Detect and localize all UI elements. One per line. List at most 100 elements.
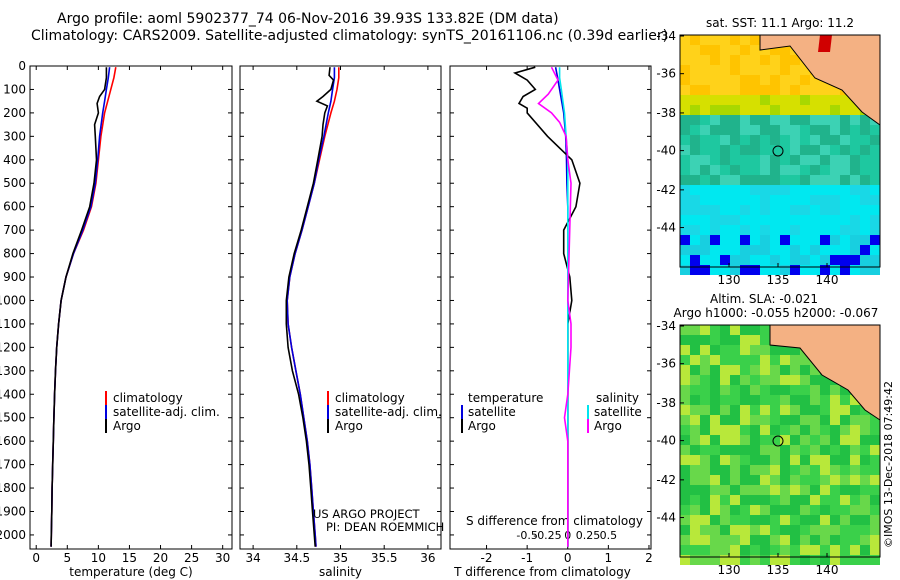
map-cell <box>800 455 810 465</box>
map-cell <box>760 165 770 175</box>
map-cell <box>680 335 690 345</box>
map-cell <box>680 325 690 335</box>
map-cell <box>690 485 700 495</box>
map-cell <box>800 435 810 445</box>
map-cell <box>800 395 810 405</box>
map-cell <box>810 505 820 515</box>
map-cell <box>790 415 800 425</box>
map-cell <box>860 485 870 495</box>
map-cell <box>700 85 710 95</box>
map-cell <box>760 445 770 455</box>
map-cell <box>680 355 690 365</box>
lon-tick-label: 130 <box>718 563 741 577</box>
map-cell <box>680 425 690 435</box>
map-cell <box>690 535 700 545</box>
map-cell <box>800 95 810 105</box>
map-cell <box>770 545 780 555</box>
map-cell <box>730 85 740 95</box>
map-cell <box>820 505 830 515</box>
map-cell <box>740 35 750 45</box>
map-cell <box>710 35 720 45</box>
lat-tick-label: -44 <box>656 221 676 235</box>
map-cell <box>830 465 840 475</box>
s-tick-label: -0.25 <box>533 529 561 542</box>
map-cell <box>700 235 710 245</box>
map-cell <box>680 255 690 265</box>
map-cell <box>780 455 790 465</box>
map-cell <box>820 415 830 425</box>
map-cell <box>710 345 720 355</box>
map-cell <box>810 515 820 525</box>
map-cell <box>700 115 710 125</box>
map-cell <box>770 185 780 195</box>
map-cell <box>760 225 770 235</box>
map-cell <box>840 145 850 155</box>
map-cell <box>820 555 830 565</box>
map-cell <box>810 245 820 255</box>
map-cell <box>750 355 760 365</box>
map-cell <box>720 365 730 375</box>
map-cell <box>710 125 720 135</box>
map-cell <box>860 195 870 205</box>
map-cell <box>750 435 760 445</box>
map-cell <box>810 215 820 225</box>
map-cell <box>770 115 780 125</box>
map-cell <box>830 115 840 125</box>
map-cell <box>730 195 740 205</box>
map-cell <box>740 65 750 75</box>
map-cell <box>680 35 690 45</box>
map-cell <box>810 465 820 475</box>
map-cell <box>720 355 730 365</box>
map-cell <box>760 375 770 385</box>
map-cell <box>760 205 770 215</box>
map-cell <box>720 515 730 525</box>
map-cell <box>750 155 760 165</box>
map-cell <box>820 85 830 95</box>
lon-tick-label: 135 <box>767 273 790 287</box>
map-cell <box>720 175 730 185</box>
map-cell <box>770 465 780 475</box>
map-cell <box>750 215 760 225</box>
map-cell <box>710 485 720 495</box>
map-cell <box>720 115 730 125</box>
map-cell <box>760 395 770 405</box>
map-cell <box>820 465 830 475</box>
map-cell <box>720 45 730 55</box>
map-cell <box>700 505 710 515</box>
map-cell <box>680 345 690 355</box>
map-cell <box>860 555 870 565</box>
map-cell <box>830 545 840 555</box>
map-cell <box>760 485 770 495</box>
map-cell <box>760 535 770 545</box>
map-cell <box>810 125 820 135</box>
map-cell <box>730 105 740 115</box>
map-cell <box>720 125 730 135</box>
map-cell <box>810 525 820 535</box>
map-cell <box>770 255 780 265</box>
map-cell <box>800 475 810 485</box>
sla-map-title-line2: Argo h1000: -0.055 h2000: -0.067 <box>674 306 879 320</box>
map-cell <box>830 435 840 445</box>
map-cell <box>740 555 750 565</box>
lat-tick-label: -36 <box>656 357 676 371</box>
lat-tick-label: -34 <box>656 319 676 333</box>
lat-tick-label: -38 <box>656 106 676 120</box>
map-cell <box>700 405 710 415</box>
map-cell <box>740 225 750 235</box>
map-cell <box>780 235 790 245</box>
map-cell <box>710 245 720 255</box>
map-cell <box>720 525 730 535</box>
map-cell <box>790 475 800 485</box>
map-cell <box>780 445 790 455</box>
map-cell <box>760 135 770 145</box>
map-cell <box>700 165 710 175</box>
map-cell <box>680 485 690 495</box>
map-cell <box>760 425 770 435</box>
map-cell <box>710 515 720 525</box>
map-cell <box>870 165 880 175</box>
map-cell <box>710 195 720 205</box>
map-cell <box>830 265 840 275</box>
map-cell <box>870 495 880 505</box>
map-cell <box>730 185 740 195</box>
map-cell <box>790 355 800 365</box>
